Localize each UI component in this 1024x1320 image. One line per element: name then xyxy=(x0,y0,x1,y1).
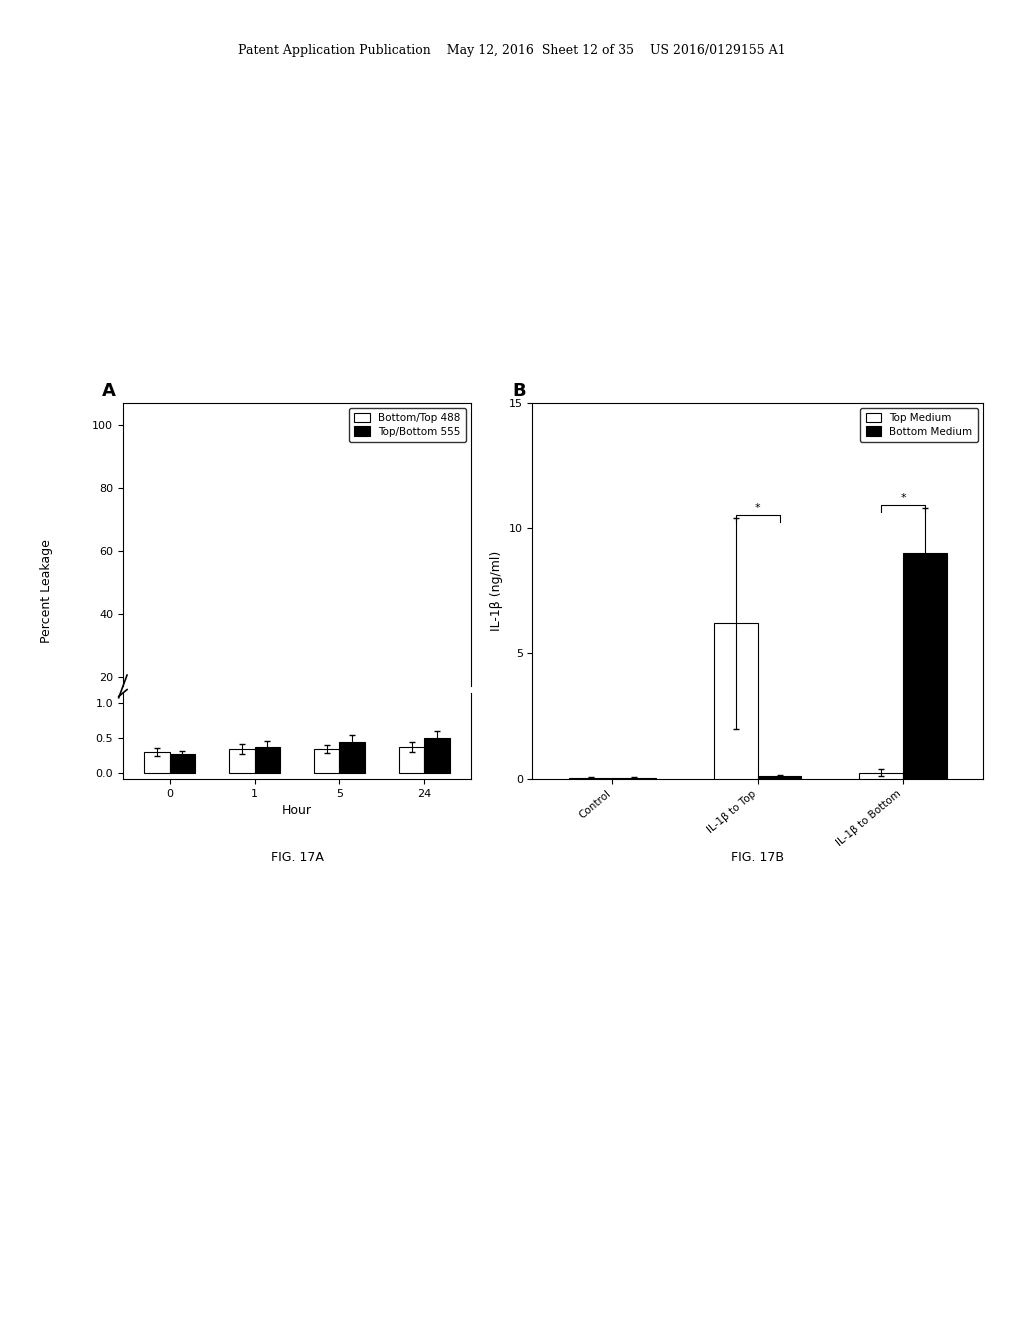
Bar xyxy=(314,748,339,774)
Bar xyxy=(859,772,903,779)
Bar xyxy=(424,738,450,741)
Text: *: * xyxy=(755,503,761,513)
X-axis label: Hour: Hour xyxy=(282,804,312,817)
Bar xyxy=(424,738,450,774)
Bar xyxy=(229,748,255,774)
Bar xyxy=(339,739,365,741)
Text: Patent Application Publication    May 12, 2016  Sheet 12 of 35    US 2016/012915: Patent Application Publication May 12, 2… xyxy=(239,44,785,57)
Bar xyxy=(144,752,170,774)
Text: *: * xyxy=(900,492,906,503)
Text: FIG. 17B: FIG. 17B xyxy=(731,851,784,865)
Bar xyxy=(339,742,365,774)
Legend: Top Medium, Bottom Medium: Top Medium, Bottom Medium xyxy=(860,408,978,442)
Bar xyxy=(399,747,424,774)
Y-axis label: IL-1β (ng/ml): IL-1β (ng/ml) xyxy=(490,550,503,631)
Text: B: B xyxy=(512,381,525,400)
Bar xyxy=(170,754,195,774)
Bar xyxy=(714,623,758,779)
Text: FIG. 17A: FIG. 17A xyxy=(270,851,324,865)
Bar xyxy=(903,553,947,779)
Bar xyxy=(758,776,802,779)
Text: Percent Leakage: Percent Leakage xyxy=(40,539,52,643)
Text: A: A xyxy=(102,381,117,400)
Bar xyxy=(255,747,280,774)
Legend: Bottom/Top 488, Top/Bottom 555: Bottom/Top 488, Top/Bottom 555 xyxy=(349,408,466,442)
